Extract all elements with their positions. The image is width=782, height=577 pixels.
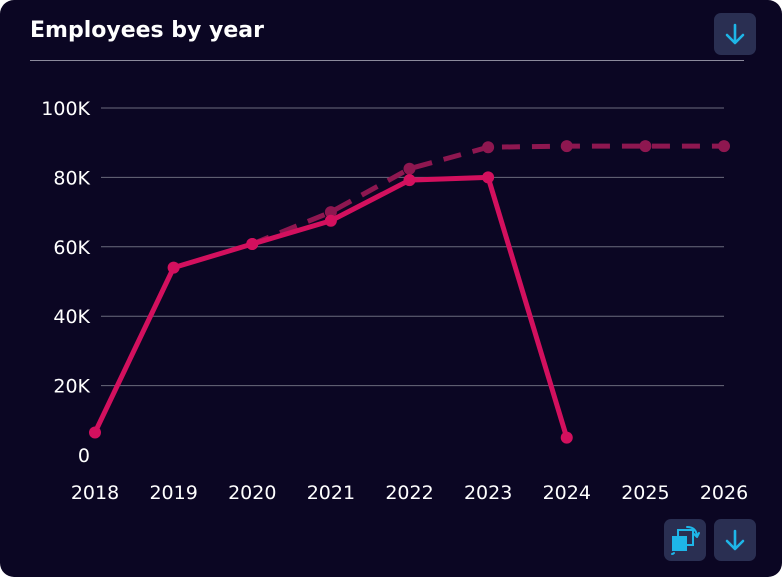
download-arrow-icon bbox=[725, 529, 745, 551]
data-point[interactable] bbox=[482, 171, 495, 184]
x-axis-ticks: 2018 2019 2020 2021 2022 2023 2024 2025 2026 bbox=[71, 482, 748, 504]
y-tick-label: 100K bbox=[41, 98, 90, 120]
download-button-bottom[interactable] bbox=[714, 519, 756, 561]
swap-view-icon bbox=[671, 526, 700, 555]
series-dashed bbox=[246, 140, 730, 251]
data-point[interactable] bbox=[560, 431, 573, 444]
chart-title: Employees by year bbox=[30, 18, 264, 43]
x-tick-label: 2025 bbox=[621, 482, 669, 504]
x-tick-label: 2024 bbox=[543, 482, 591, 504]
data-point[interactable] bbox=[718, 140, 730, 153]
x-tick-label: 2019 bbox=[149, 482, 197, 504]
x-tick-label: 2021 bbox=[307, 482, 355, 504]
download-arrow-icon bbox=[725, 23, 745, 45]
y-tick-label: 0 bbox=[78, 445, 90, 467]
download-button[interactable] bbox=[714, 13, 756, 55]
data-point[interactable] bbox=[246, 238, 259, 251]
data-point[interactable] bbox=[403, 174, 416, 187]
x-tick-label: 2020 bbox=[228, 482, 276, 504]
x-tick-label: 2026 bbox=[700, 482, 748, 504]
grid bbox=[101, 107, 724, 387]
y-tick-label: 60K bbox=[53, 237, 90, 259]
data-point[interactable] bbox=[324, 206, 337, 219]
data-point[interactable] bbox=[639, 140, 652, 153]
y-tick-label: 80K bbox=[53, 167, 90, 189]
data-point[interactable] bbox=[482, 141, 495, 154]
data-point[interactable] bbox=[167, 261, 180, 274]
data-point[interactable] bbox=[560, 140, 573, 153]
series-line bbox=[251, 143, 724, 247]
series-solid bbox=[89, 171, 573, 444]
data-point[interactable] bbox=[403, 162, 416, 175]
x-tick-label: 2022 bbox=[385, 482, 433, 504]
data-point[interactable] bbox=[324, 214, 337, 227]
title-divider bbox=[30, 60, 744, 61]
y-tick-label: 40K bbox=[53, 306, 90, 328]
y-axis-ticks: 0 20K 40K 60K 80K 100K bbox=[41, 98, 90, 467]
series-layer bbox=[89, 140, 730, 444]
data-point[interactable] bbox=[89, 426, 101, 439]
x-tick-label: 2018 bbox=[71, 482, 119, 504]
swap-view-button[interactable] bbox=[664, 519, 706, 561]
x-tick-label: 2023 bbox=[464, 482, 512, 504]
y-tick-label: 20K bbox=[53, 376, 90, 398]
